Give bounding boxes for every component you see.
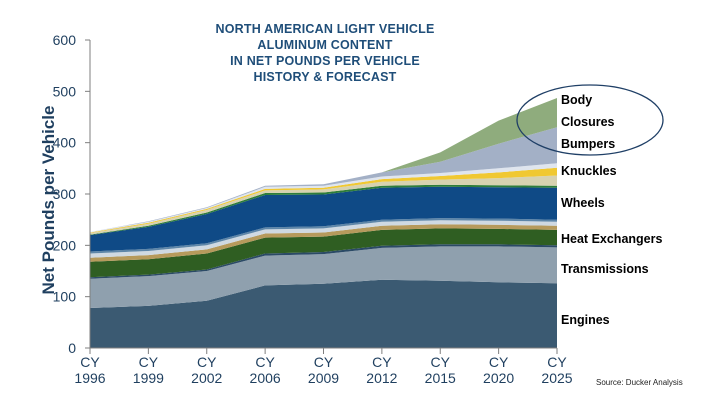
- x-tick-label: 2012: [366, 370, 397, 386]
- y-tick-label: 0: [68, 340, 76, 356]
- x-tick-label: CY: [547, 354, 567, 370]
- series-area-layer-5: [90, 220, 557, 258]
- y-tick-label: 200: [53, 237, 77, 253]
- label-transmissions: Transmissions: [561, 262, 649, 276]
- series-area-bumpers: [90, 167, 557, 233]
- label-closures: Closures: [561, 115, 615, 129]
- x-tick-label: 1996: [74, 370, 105, 386]
- x-tick-label: 2002: [191, 370, 222, 386]
- x-tick-label: CY: [197, 354, 217, 370]
- source-note: Source: Ducker Analysis: [596, 378, 683, 387]
- x-tick-label: CY: [255, 354, 275, 370]
- series-area-engines: [90, 279, 557, 348]
- highlight-ellipse: [516, 84, 664, 156]
- y-tick-label: 400: [53, 135, 77, 151]
- label-heat-exchangers: Heat Exchangers: [561, 232, 663, 246]
- x-tick-label: 2009: [308, 370, 339, 386]
- series-area-knuckles: [90, 175, 557, 235]
- x-tick-label: 2015: [425, 370, 456, 386]
- x-tick-label: 1999: [133, 370, 164, 386]
- label-wheels: Wheels: [561, 196, 605, 210]
- series-area-heat-exchangers: [90, 228, 557, 278]
- x-tick-label: CY: [80, 354, 100, 370]
- series-area-wheels: [90, 186, 557, 252]
- x-tick-label: 2025: [541, 370, 572, 386]
- x-tick-label: CY: [489, 354, 509, 370]
- label-engines: Engines: [561, 313, 610, 327]
- label-knuckles: Knuckles: [561, 164, 617, 178]
- y-tick-label: 600: [53, 32, 77, 48]
- chart-title-line-3: IN NET POUNDS PER VEHICLE: [230, 54, 420, 68]
- x-tick-label: CY: [139, 354, 159, 370]
- x-tick-label: CY: [372, 354, 392, 370]
- series-area-layer-2: [90, 244, 557, 279]
- chart-title-line-4: HISTORY & FORECAST: [253, 70, 397, 84]
- y-tick-label: 100: [53, 289, 77, 305]
- chart-title-line-1: NORTH AMERICAN LIGHT VEHICLE: [215, 22, 435, 36]
- x-tick-label: 2020: [483, 370, 514, 386]
- x-tick-label: 2006: [250, 370, 281, 386]
- label-bumpers: Bumpers: [561, 137, 616, 151]
- y-tick-label: 500: [53, 83, 77, 99]
- series-area-layer-6: [90, 218, 557, 254]
- series-area-layer-4: [90, 224, 557, 262]
- series-area-layer-11: [90, 163, 557, 233]
- series-area-transmissions: [90, 246, 557, 308]
- y-tick-label: 300: [53, 186, 77, 202]
- x-tick-label: CY: [314, 354, 334, 370]
- label-body: Body: [561, 93, 593, 107]
- x-tick-label: CY: [431, 354, 451, 370]
- chart-title-line-2: ALUMINUM CONTENT: [257, 38, 393, 52]
